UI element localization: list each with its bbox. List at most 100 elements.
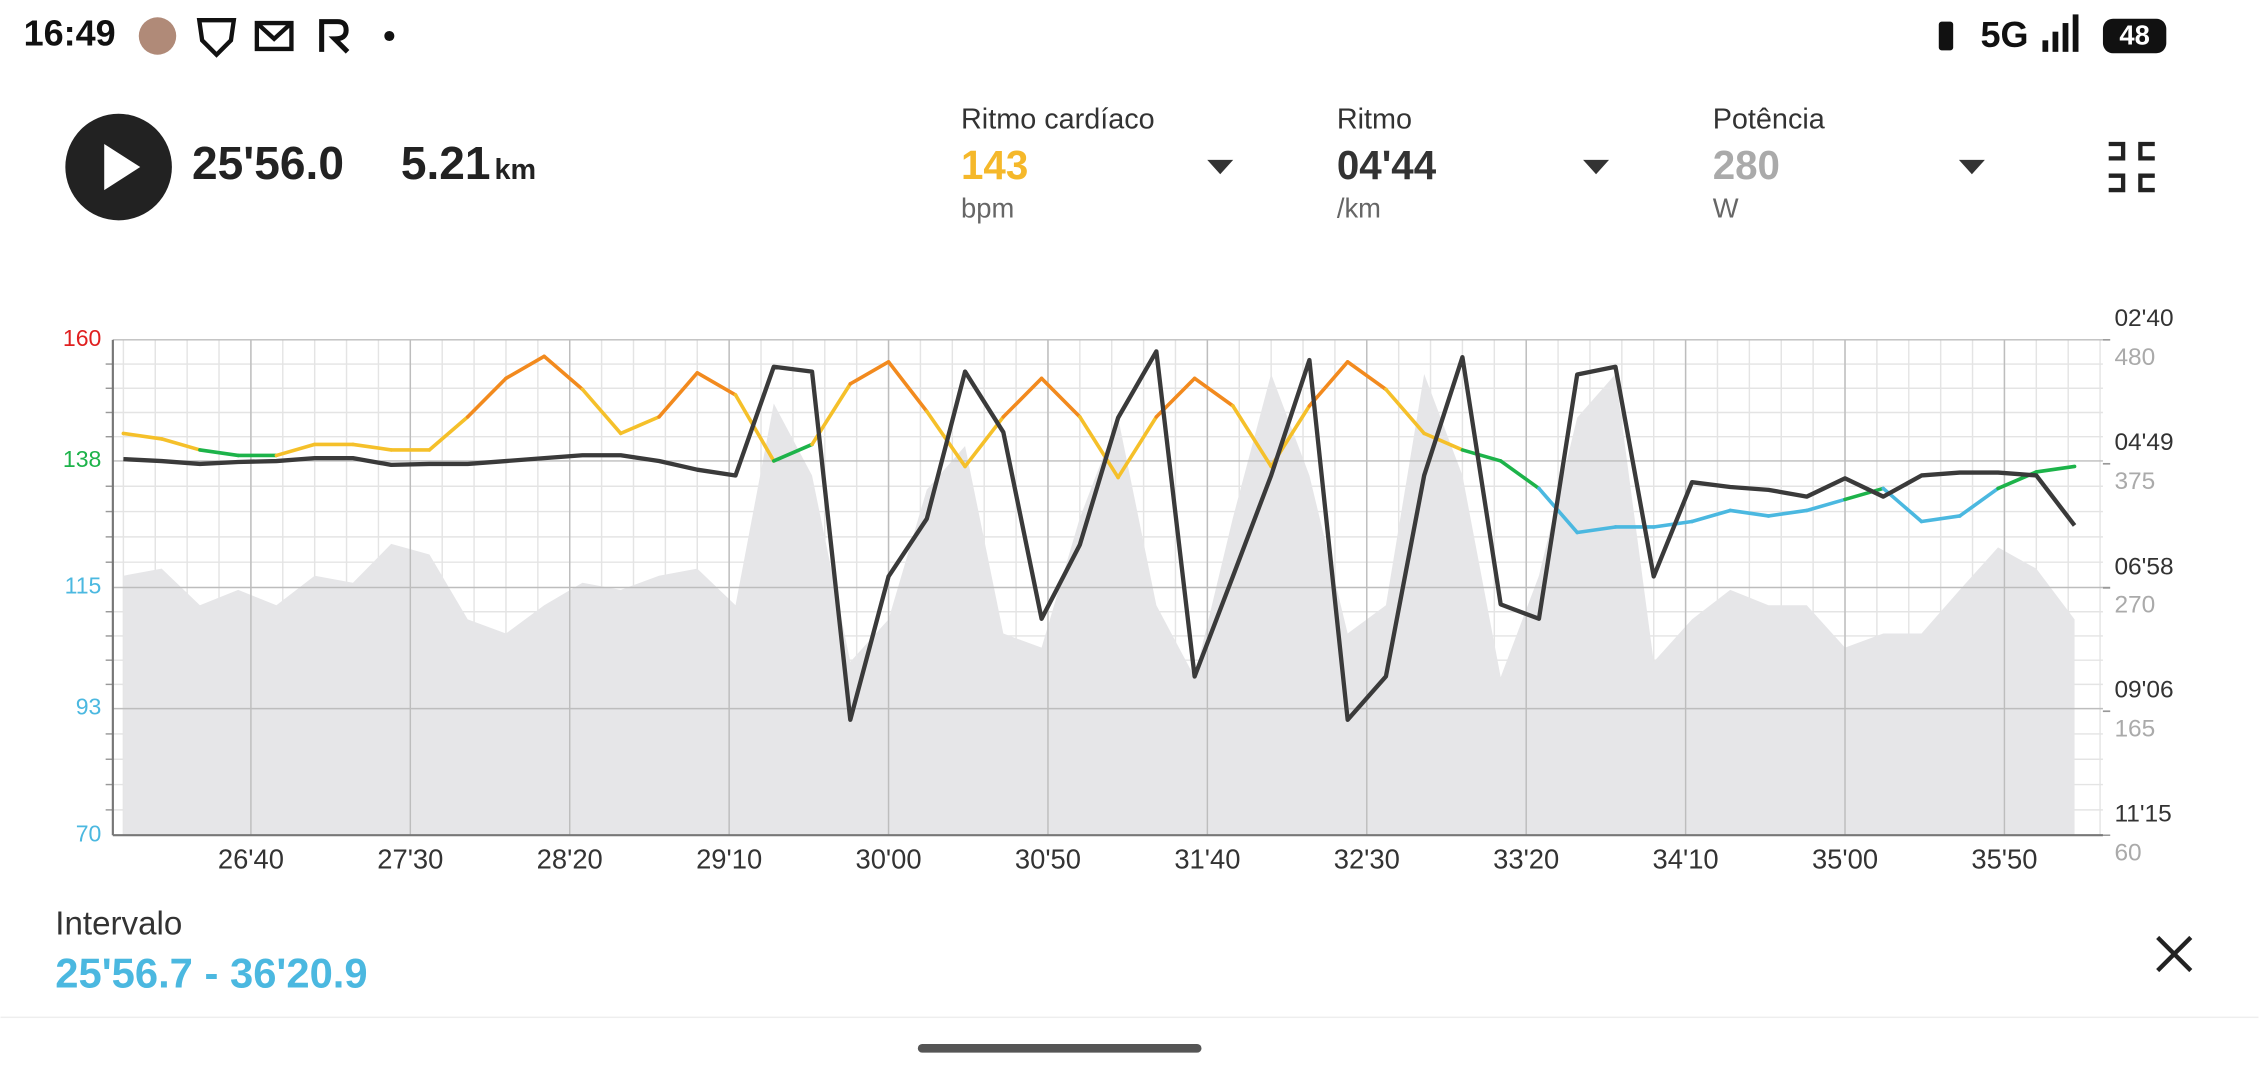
heart-rate-segment — [848, 360, 891, 386]
heart-rate-segment — [351, 442, 393, 452]
heart-rate-segment — [1843, 486, 1886, 502]
heart-rate-segment — [121, 431, 164, 441]
r-icon — [319, 19, 350, 54]
heart-rate-segment — [1307, 360, 1350, 408]
metric-unit: W — [1713, 192, 1739, 223]
pace-line — [123, 349, 2077, 722]
heart-rate-segment — [1001, 376, 1044, 419]
y2-tick-label: 11'15 — [2114, 801, 2171, 828]
metric-unit: /km — [1337, 192, 1381, 223]
y-tick-label: 115 — [65, 573, 102, 599]
x-tick-label: 28'20 — [537, 843, 603, 874]
chart: 26'40 27'30 28'20 29'10 30'00 30'50 31'40 32'30… — [63, 305, 2174, 874]
fullscreen-button[interactable] — [2108, 141, 2155, 193]
heart-rate-segment — [1575, 525, 1618, 535]
x-tick-label: 35'00 — [1812, 843, 1878, 874]
y-tick-label: 93 — [76, 694, 102, 720]
heart-rate-segment — [1192, 376, 1235, 408]
heart-rate-segment — [1804, 497, 1847, 513]
y3-tick-label: 270 — [2114, 592, 2155, 619]
x-tick-label: 35'50 — [1971, 843, 2037, 874]
heart-rate-segment — [1919, 514, 1962, 524]
close-button[interactable] — [2156, 935, 2193, 973]
heart-rate-segment — [771, 442, 814, 463]
mail-icon — [254, 20, 294, 52]
heart-rate-segment — [1498, 459, 1541, 491]
metric-value: 04'44 — [1337, 142, 1437, 188]
y-tick-label: 160 — [63, 325, 101, 351]
more-dot — [384, 30, 395, 42]
distance-unit: km — [494, 154, 536, 186]
power-area — [123, 374, 2075, 836]
signal-icon — [2042, 14, 2079, 52]
metric-label: Ritmo cardíaco — [961, 104, 1155, 136]
heart-rate-segment — [274, 442, 317, 458]
heart-rate-segment — [159, 437, 202, 452]
clock: 16:49 — [24, 13, 116, 54]
heart-rate-segment — [1116, 415, 1159, 480]
heart-rate-segment — [1345, 360, 1388, 392]
metric-dropdown[interactable] — [1583, 159, 1610, 175]
metric-value: 280 — [1713, 142, 1780, 188]
heart-rate-segment — [1728, 508, 1771, 518]
battery-icon — [2102, 18, 2167, 54]
elapsed-time: 25'56.0 — [192, 137, 344, 189]
x-tick-label: 26'40 — [218, 843, 284, 874]
heart-rate-segment — [886, 360, 929, 414]
heart-rate-segment — [542, 354, 585, 392]
heart-rate-segment — [1078, 415, 1120, 480]
battery-level: 48 — [2119, 20, 2149, 51]
heart-rate-segment — [504, 354, 547, 381]
heart-rate-segment — [733, 393, 776, 463]
distance: 5.21 — [401, 137, 491, 189]
heart-rate-segment — [1384, 387, 1426, 436]
avatar-icon — [138, 17, 177, 55]
y-tick-label: 138 — [63, 446, 101, 472]
x-tick-label: 31'40 — [1174, 843, 1240, 874]
brave-icon — [196, 18, 237, 58]
metric-dropdown[interactable] — [1958, 159, 1985, 175]
home-indicator — [917, 1044, 1202, 1053]
y3-tick-label: 60 — [2114, 839, 2141, 866]
heart-rate-segment — [580, 387, 623, 436]
x-tick-label: 30'00 — [856, 843, 922, 874]
heart-rate-segment — [1422, 431, 1465, 452]
heart-rate-segment — [198, 448, 240, 458]
network-type: 5G — [1981, 14, 2029, 55]
metric-unit: bpm — [961, 192, 1014, 223]
vibrate-icon — [1938, 21, 1954, 51]
y-tick-label: 70 — [76, 820, 102, 846]
x-tick-label: 30'50 — [1015, 843, 1081, 874]
heart-rate-segment — [2034, 464, 2077, 474]
metric-label: Ritmo — [1337, 104, 1412, 136]
heart-rate-segment — [1460, 448, 1503, 463]
divider — [0, 1016, 2259, 1019]
y2-tick-label: 02'40 — [2114, 305, 2173, 332]
heart-rate-segment — [1766, 508, 1809, 518]
y2-tick-label: 09'06 — [2114, 676, 2173, 703]
heart-rate-segment — [657, 371, 700, 419]
heart-rate-segment — [465, 376, 508, 419]
heart-rate-segment — [1690, 508, 1733, 524]
metric-label: Potência — [1713, 104, 1826, 136]
heart-rate-segment — [1039, 376, 1082, 419]
heart-rate-segment — [427, 415, 470, 452]
y3-tick-label: 165 — [2114, 716, 2155, 743]
x-tick-label: 33'20 — [1493, 843, 1559, 874]
metric-dropdown[interactable] — [1207, 159, 1234, 175]
heart-rate-segment — [618, 415, 661, 436]
interval-label: Intervalo — [55, 906, 182, 943]
metric-value: 143 — [961, 142, 1028, 188]
y2-tick-label: 06'58 — [2114, 553, 2173, 580]
y2-tick-label: 04'49 — [2114, 429, 2173, 456]
metrics: Ritmo cardíaco 143 bpm Ritmo 04'44/km Potênci… — [961, 104, 1985, 223]
play-icon — [104, 144, 141, 191]
x-tick-label: 34'10 — [1653, 843, 1719, 874]
heart-rate-segment — [1957, 486, 2000, 518]
y3-tick-label: 480 — [2114, 344, 2155, 371]
heart-rate-segment — [695, 371, 738, 397]
x-tick-label: 27'30 — [377, 843, 443, 874]
interval-range: 25'56.7 - 36'20.9 — [55, 949, 367, 996]
